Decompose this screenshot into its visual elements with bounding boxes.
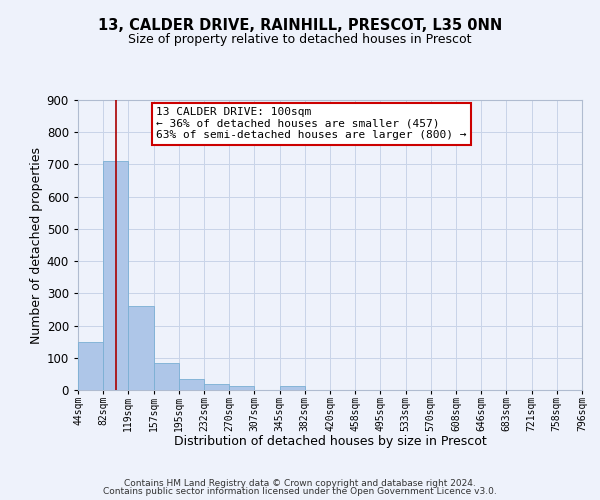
Text: 13, CALDER DRIVE, RAINHILL, PRESCOT, L35 0NN: 13, CALDER DRIVE, RAINHILL, PRESCOT, L35… bbox=[98, 18, 502, 32]
Bar bbox=[78, 342, 103, 390]
Bar bbox=[280, 386, 305, 390]
Text: Size of property relative to detached houses in Prescot: Size of property relative to detached ho… bbox=[128, 32, 472, 46]
Text: 13 CALDER DRIVE: 100sqm
← 36% of detached houses are smaller (457)
63% of semi-d: 13 CALDER DRIVE: 100sqm ← 36% of detache… bbox=[156, 108, 467, 140]
Y-axis label: Number of detached properties: Number of detached properties bbox=[29, 146, 43, 344]
Text: Contains HM Land Registry data © Crown copyright and database right 2024.: Contains HM Land Registry data © Crown c… bbox=[124, 478, 476, 488]
Bar bbox=[154, 362, 179, 390]
Bar bbox=[128, 306, 154, 390]
Bar bbox=[204, 384, 229, 390]
X-axis label: Distribution of detached houses by size in Prescot: Distribution of detached houses by size … bbox=[173, 435, 487, 448]
Text: Contains public sector information licensed under the Open Government Licence v3: Contains public sector information licen… bbox=[103, 487, 497, 496]
Bar bbox=[229, 386, 254, 390]
Bar bbox=[179, 378, 204, 390]
Bar bbox=[103, 161, 128, 390]
